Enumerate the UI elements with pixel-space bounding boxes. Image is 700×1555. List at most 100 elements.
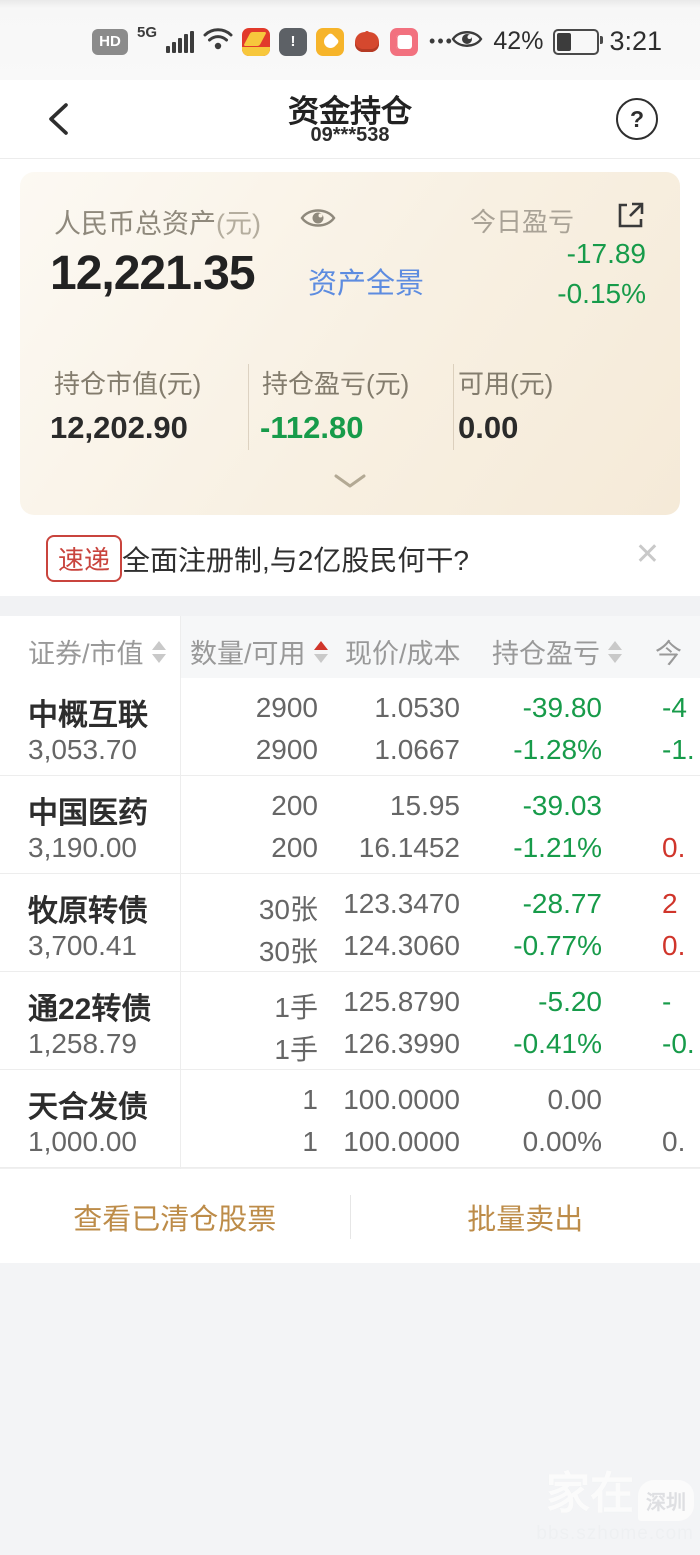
battery-icon bbox=[553, 28, 604, 55]
today-pl-clipped: 2 bbox=[662, 888, 678, 919]
available-value: 0.00 bbox=[458, 410, 519, 445]
watermark-text: 家在 bbox=[546, 1469, 634, 1518]
stock-app-icon bbox=[242, 27, 271, 56]
footer-actions: 查看已清仓股票 批量卖出 bbox=[0, 1168, 700, 1264]
battery-percent: 42% bbox=[493, 27, 544, 55]
page-title: 资金持仓 bbox=[288, 94, 412, 129]
available: 1 bbox=[302, 1126, 318, 1157]
account-number: 09***538 bbox=[310, 124, 390, 146]
cost-price: 126.3990 bbox=[343, 1028, 460, 1059]
express-badge: 速递 bbox=[46, 535, 123, 582]
current-price: 100.0000 bbox=[343, 1084, 460, 1115]
header-position-pl-label: 持仓盈亏 bbox=[492, 639, 600, 669]
header-security[interactable]: 证券/市值 bbox=[28, 632, 166, 671]
stock-name: 中国医药 bbox=[28, 797, 148, 830]
position-pl: -39.80 bbox=[522, 692, 602, 723]
bottom-spacer: 家在 深圳 bbs.szhome.com bbox=[0, 1263, 700, 1555]
nav-header: 资金持仓 09***538 ? bbox=[0, 80, 700, 159]
quantity: 2900 bbox=[255, 692, 318, 723]
total-asset-unit: (元) bbox=[216, 209, 261, 239]
current-price: 125.8790 bbox=[343, 986, 460, 1017]
market-cap-value: 12,202.90 bbox=[50, 410, 188, 445]
watermark: 家在 深圳 bbs.szhome.com bbox=[536, 1457, 694, 1545]
sort-icon bbox=[151, 640, 166, 663]
status-bar: HD 5G ! ••• 42% 3:21 bbox=[0, 0, 700, 80]
table-row[interactable]: 天合发债 1,000.00 1 1 100.0000 100.0000 0.00… bbox=[0, 1070, 700, 1168]
clock-time: 3:21 bbox=[609, 26, 662, 56]
position-pl-pct: -0.77% bbox=[513, 930, 602, 961]
position-pl-label: 持仓盈亏(元) bbox=[262, 369, 410, 399]
current-price: 123.3470 bbox=[343, 888, 460, 919]
back-button[interactable] bbox=[44, 102, 74, 135]
position-pl: -39.03 bbox=[522, 790, 602, 821]
stock-market-value: 3,700.41 bbox=[28, 930, 137, 961]
banner-headline[interactable]: 全面注册制,与2亿股民何干? bbox=[122, 545, 469, 576]
column-divider bbox=[453, 364, 454, 450]
position-pl-pct: 0.00% bbox=[522, 1126, 602, 1157]
total-asset-label-text: 人民币总资产 bbox=[54, 209, 216, 239]
available: 200 bbox=[271, 832, 318, 863]
wifi-icon bbox=[203, 26, 233, 57]
news-banner[interactable]: 速递 全面注册制,与2亿股民何干? ✕ bbox=[0, 515, 700, 596]
sort-asc-active-icon bbox=[313, 640, 328, 663]
available: 2900 bbox=[255, 734, 318, 765]
today-pl-pct-clipped: 0. bbox=[662, 1126, 686, 1157]
position-pl-pct: -0.41% bbox=[513, 1028, 602, 1059]
view-cleared-stocks-button[interactable]: 查看已清仓股票 bbox=[73, 1203, 277, 1236]
position-pl: -28.77 bbox=[522, 888, 602, 919]
today-pl-clipped: - bbox=[662, 986, 672, 1017]
watermark-badge: 深圳 bbox=[638, 1480, 694, 1521]
column-divider bbox=[248, 364, 249, 450]
header-quantity-label: 数量/可用 bbox=[190, 639, 306, 669]
help-button[interactable]: ? bbox=[616, 98, 658, 140]
stock-market-value: 3,190.00 bbox=[28, 832, 137, 863]
today-pl-value: -17.89 bbox=[566, 238, 646, 269]
expand-chevron-down-icon[interactable] bbox=[333, 472, 367, 495]
header-position-pl[interactable]: 持仓盈亏 bbox=[492, 632, 622, 671]
quantity: 1 bbox=[302, 1084, 318, 1115]
asset-panorama-link[interactable]: 资产全景 bbox=[308, 268, 425, 300]
table-row[interactable]: 牧原转债 3,700.41 30张 30张 123.3470 124.3060 … bbox=[0, 874, 700, 972]
stock-market-value: 3,053.70 bbox=[28, 734, 137, 765]
fixed-column-bg bbox=[0, 616, 180, 678]
5g-indicator: 5G bbox=[137, 24, 158, 41]
external-link-icon[interactable] bbox=[614, 198, 648, 237]
table-row[interactable]: 通22转债 1,258.79 1手 1手 125.8790 126.3990 -… bbox=[0, 972, 700, 1070]
current-price: 1.0530 bbox=[374, 692, 460, 723]
batch-sell-button[interactable]: 批量卖出 bbox=[467, 1203, 584, 1236]
stock-market-value: 1,000.00 bbox=[28, 1126, 137, 1157]
quantity: 1手 bbox=[274, 992, 318, 1023]
current-price: 15.95 bbox=[389, 790, 460, 821]
table-header: 证券/市值 数量/可用 现价/成本 持仓盈亏 今日盈亏 bbox=[0, 616, 700, 679]
position-pl-pct: -1.21% bbox=[513, 832, 602, 863]
total-asset-label: 人民币总资产(元) bbox=[54, 202, 261, 241]
quantity: 30张 bbox=[258, 894, 318, 925]
cost-price: 1.0667 bbox=[374, 734, 460, 765]
today-pl-clipped: -4 bbox=[662, 692, 687, 723]
toggle-visibility-eye-icon[interactable] bbox=[298, 204, 338, 237]
header-price-cost[interactable]: 现价/成本 bbox=[345, 632, 461, 671]
stock-name: 牧原转债 bbox=[28, 895, 148, 928]
market-cap-label: 持仓市值(元) bbox=[54, 369, 202, 399]
sort-icon bbox=[608, 640, 622, 663]
close-icon[interactable]: ✕ bbox=[634, 538, 660, 571]
fixed-column-divider bbox=[180, 616, 181, 1169]
stock-name: 中概互联 bbox=[28, 699, 148, 732]
available: 1手 bbox=[274, 1034, 318, 1065]
status-right-icons: 42% 3:21 bbox=[451, 26, 662, 57]
header-today-pl[interactable]: 今日盈亏 bbox=[655, 632, 700, 678]
cost-price: 124.3060 bbox=[343, 930, 460, 961]
crab-app-icon bbox=[353, 28, 381, 56]
battery-warning-icon: ! bbox=[279, 27, 308, 56]
section-divider bbox=[0, 596, 700, 616]
header-quantity[interactable]: 数量/可用 bbox=[190, 632, 328, 671]
position-pl-pct: -1.28% bbox=[513, 734, 602, 765]
table-row[interactable]: 中国医药 3,190.00 200 200 15.95 16.1452 -39.… bbox=[0, 776, 700, 874]
header-today-pl-label: 今日盈亏 bbox=[655, 639, 682, 669]
today-pl-pct-clipped: 0. bbox=[662, 832, 686, 863]
book-app-icon bbox=[390, 27, 419, 56]
today-pl-percent: -0.15% bbox=[557, 278, 646, 309]
table-row[interactable]: 中概互联 3,053.70 2900 2900 1.0530 1.0667 -3… bbox=[0, 678, 700, 776]
status-left-icons: HD 5G ! ••• bbox=[92, 24, 454, 57]
